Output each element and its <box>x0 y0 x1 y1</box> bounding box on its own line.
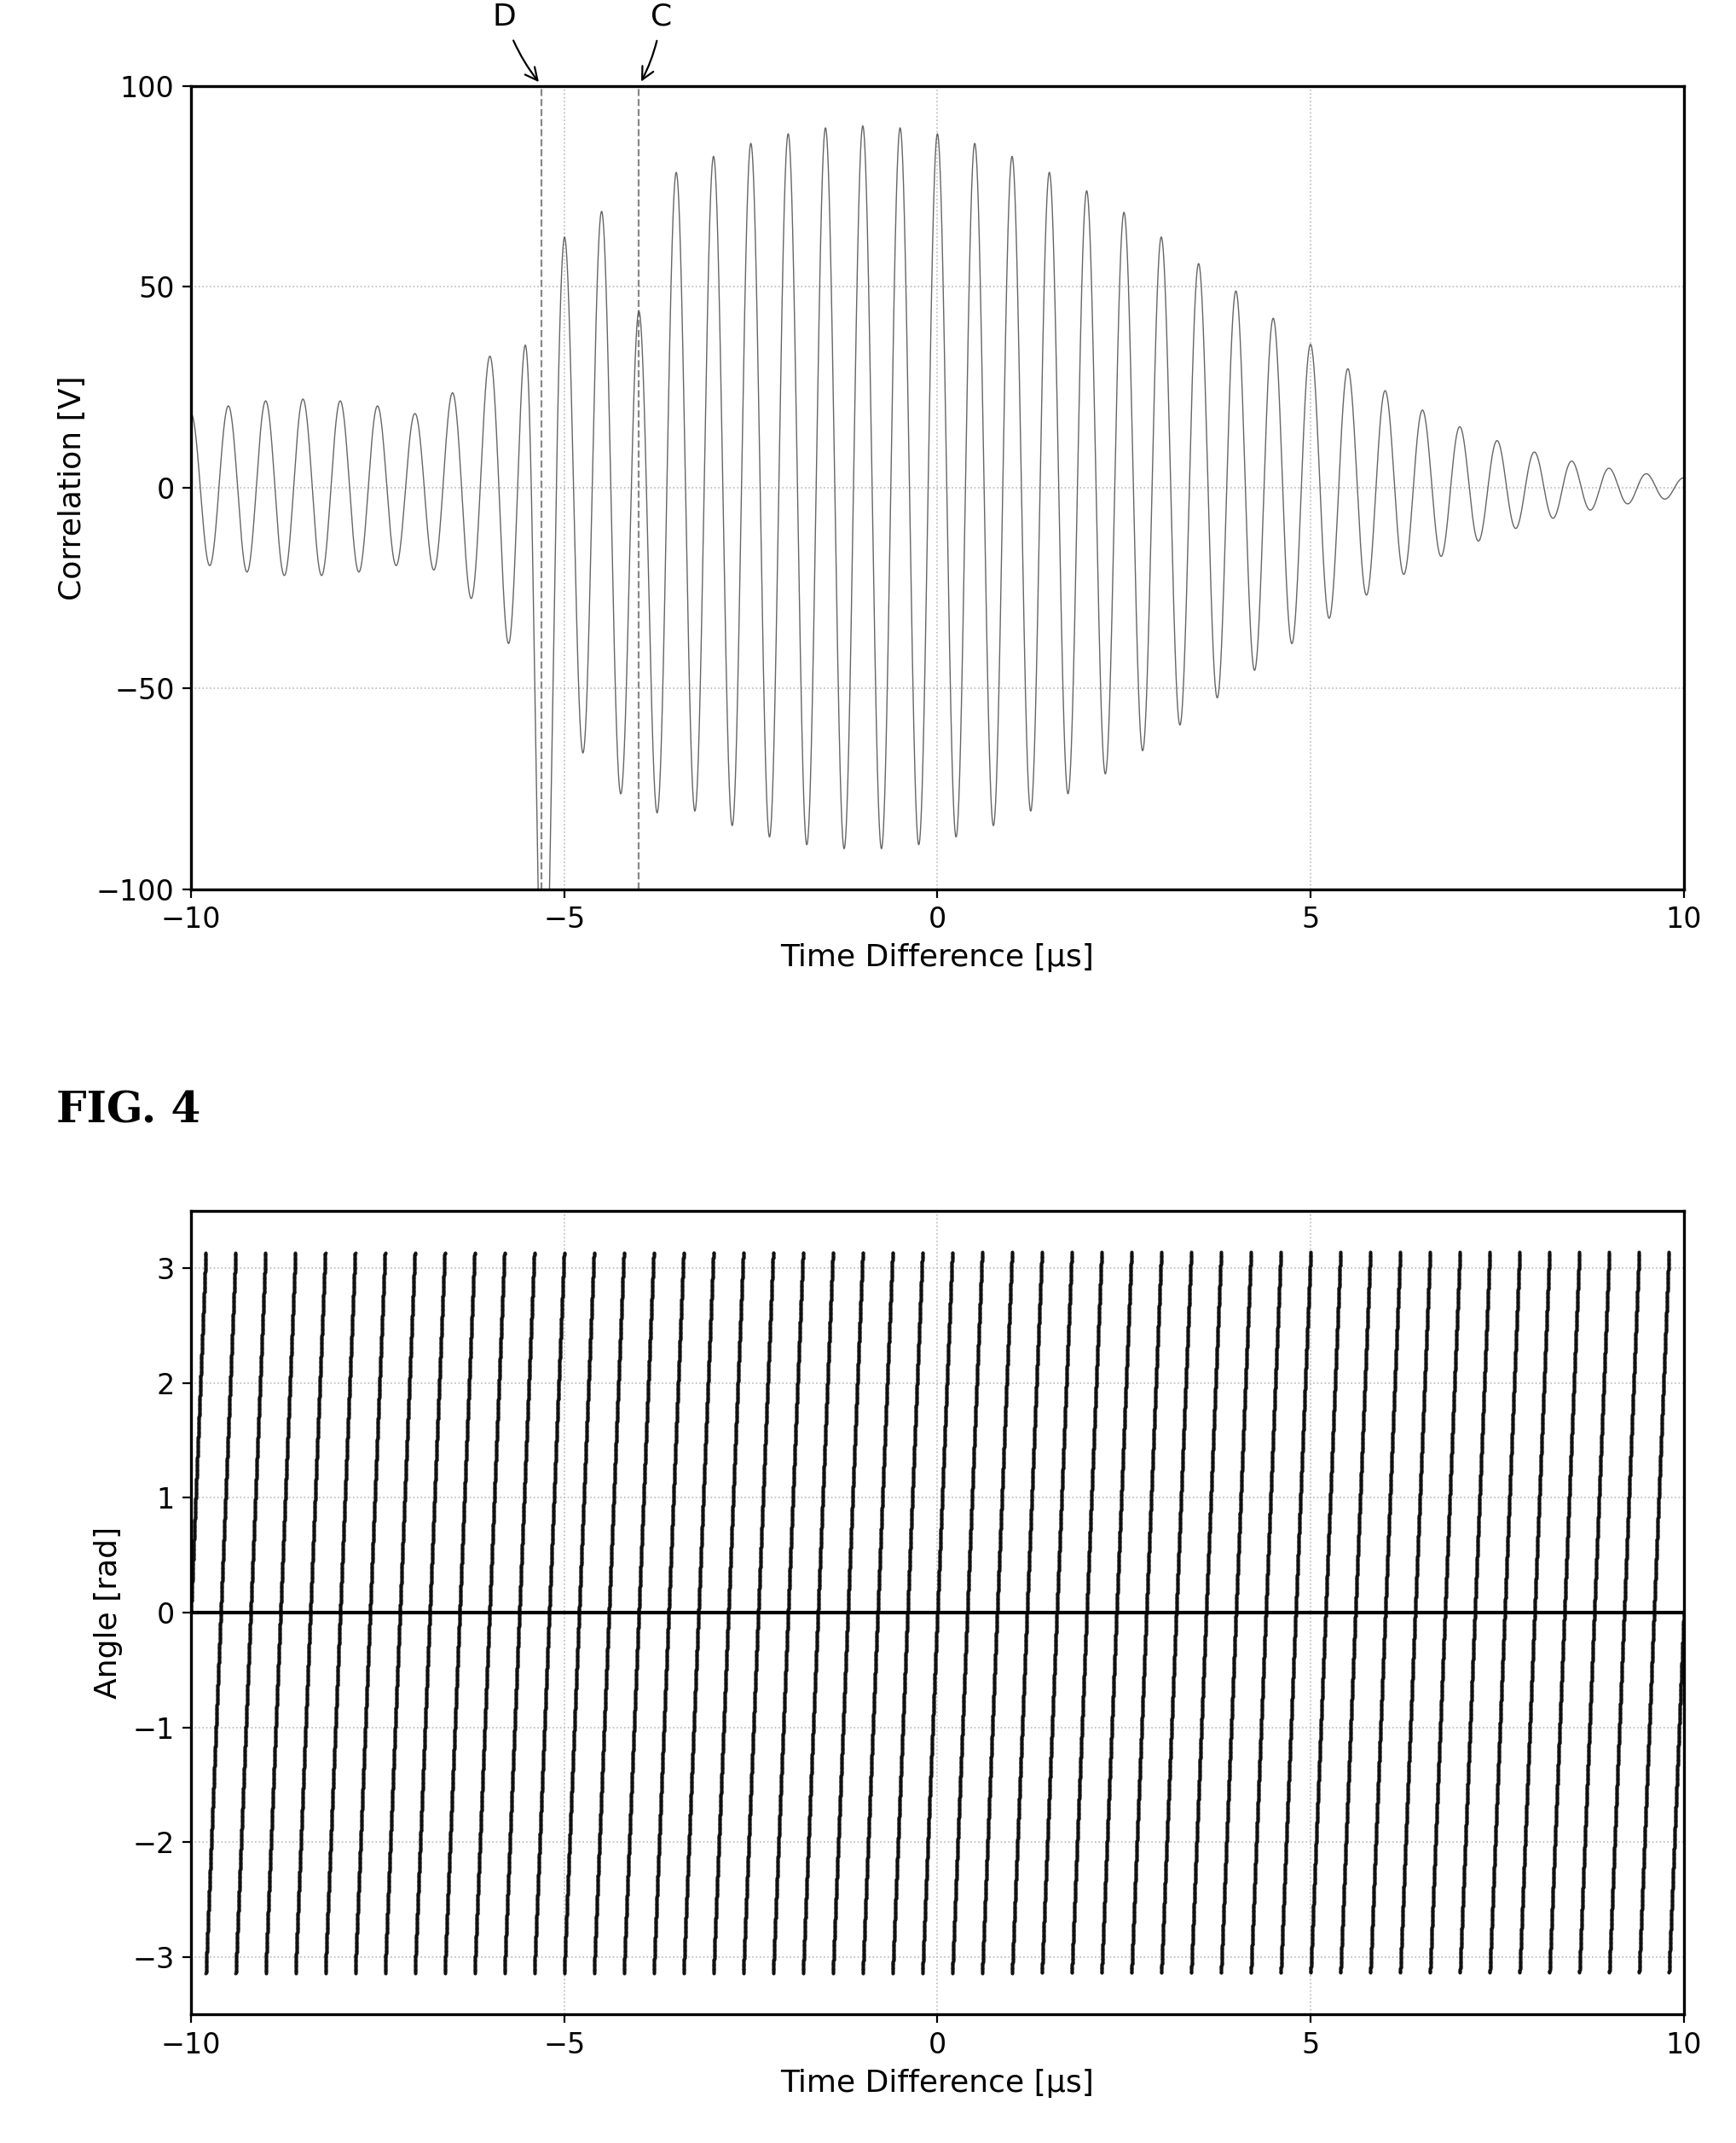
X-axis label: Time Difference [μs]: Time Difference [μs] <box>781 943 1094 973</box>
Y-axis label: Angle [rad]: Angle [rad] <box>94 1526 123 1699</box>
Text: C: C <box>642 2 672 79</box>
X-axis label: Time Difference [μs]: Time Difference [μs] <box>781 2068 1094 2098</box>
Text: D: D <box>493 2 538 81</box>
Y-axis label: Correlation [V]: Correlation [V] <box>57 375 87 600</box>
Text: FIG. 4: FIG. 4 <box>57 1091 201 1132</box>
